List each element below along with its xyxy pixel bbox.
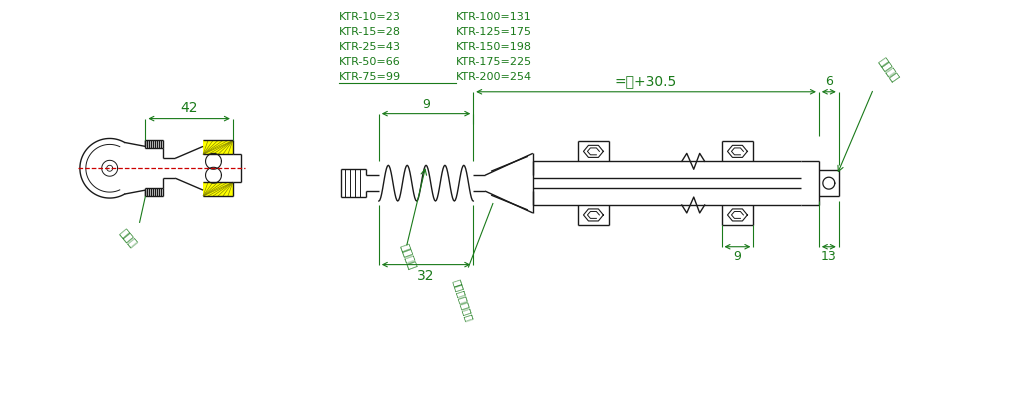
Polygon shape xyxy=(203,140,233,154)
Text: 9: 9 xyxy=(422,97,430,111)
Text: 安装基准: 安装基准 xyxy=(876,57,900,84)
Text: 32: 32 xyxy=(417,268,435,282)
Text: 电缆大小与长短: 电缆大小与长短 xyxy=(452,278,475,322)
Text: KTR-200=254: KTR-200=254 xyxy=(456,72,533,82)
Text: KTR-150=198: KTR-150=198 xyxy=(456,42,533,52)
Text: 弹簧大小: 弹簧大小 xyxy=(399,243,417,271)
Text: 6: 6 xyxy=(825,75,833,88)
Polygon shape xyxy=(203,182,233,196)
Text: KTR-100=131: KTR-100=131 xyxy=(456,12,532,22)
Text: KTR-125=175: KTR-125=175 xyxy=(456,27,533,37)
Text: =型+30.5: =型+30.5 xyxy=(615,74,677,88)
Text: KTR-50=66: KTR-50=66 xyxy=(339,57,401,67)
Text: KTR-10=23: KTR-10=23 xyxy=(339,12,401,22)
Text: KTR-175=225: KTR-175=225 xyxy=(456,57,533,67)
Text: KTR-75=99: KTR-75=99 xyxy=(339,72,401,82)
Text: 9: 9 xyxy=(733,250,742,263)
Text: 42: 42 xyxy=(180,101,198,115)
Text: KTR-25=43: KTR-25=43 xyxy=(339,42,401,52)
Text: 连接头: 连接头 xyxy=(118,228,138,249)
Text: 13: 13 xyxy=(821,250,837,263)
Text: KTR-15=28: KTR-15=28 xyxy=(339,27,401,37)
